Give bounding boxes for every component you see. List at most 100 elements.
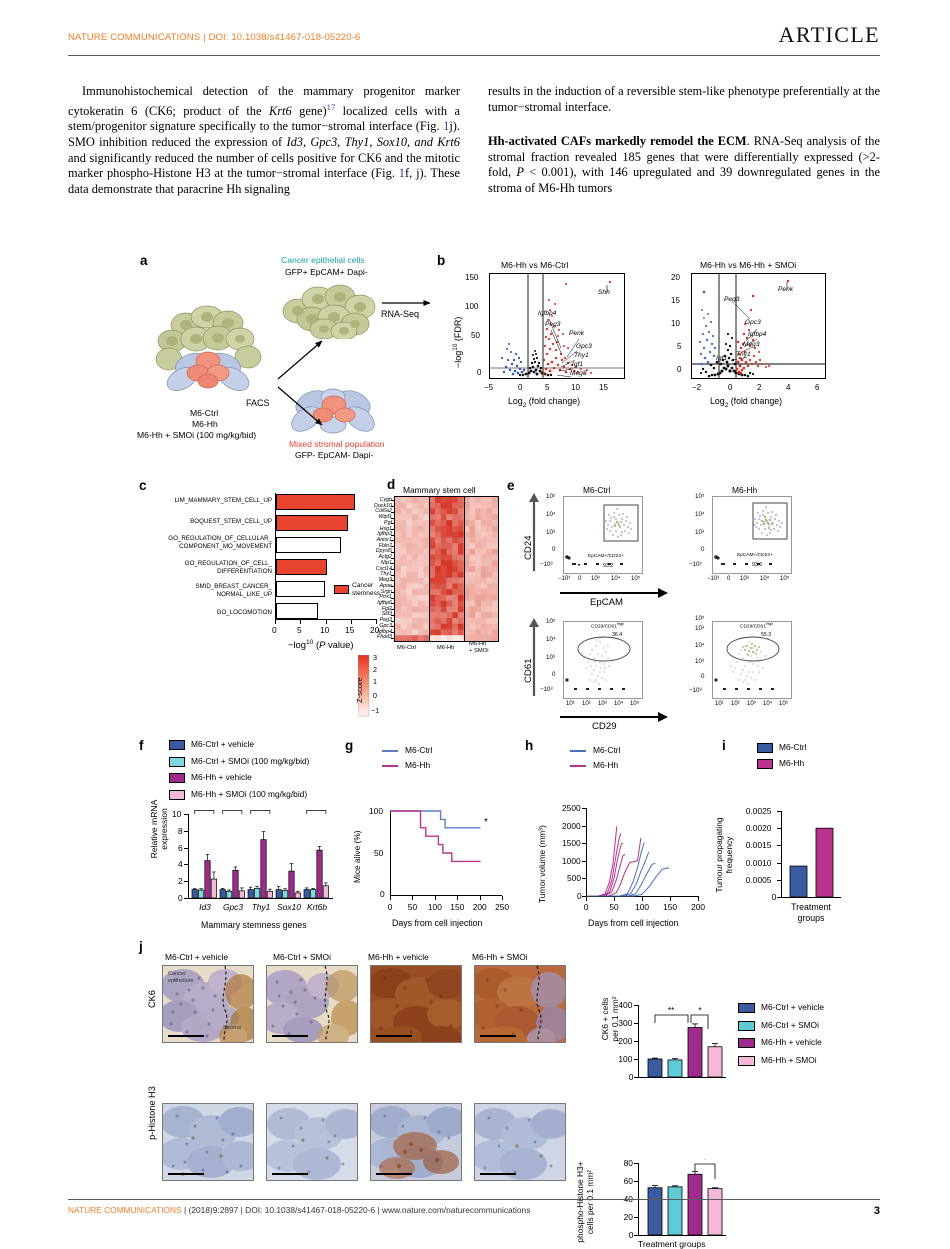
heatmap-tick-2 (391, 511, 394, 513)
panel-j-top-tickmark-300 (634, 1023, 638, 1024)
panel-j-top-ytick-0: 0 (628, 1072, 634, 1082)
e-b-xtick-1e3-a: 10³ (598, 701, 607, 707)
colorbar-tick-2: 2 (373, 665, 377, 674)
heatmap-gene-Fgl2: Fgl2 (381, 605, 392, 612)
micrograph-ph3-4 (475, 1104, 565, 1180)
xlabel-rest: (fold change) (526, 396, 581, 406)
heatmap-tick-13 (391, 574, 394, 576)
heatmap-tick-10 (391, 557, 394, 559)
volcano1-ytick-150: 150 (465, 273, 479, 282)
heatmap-tick-16 (391, 591, 394, 593)
panel-j-top-bars: ** * (647, 1005, 723, 1078)
panel-j-top-tickmark-100 (634, 1059, 638, 1060)
heatmap-gene-Fhod3: Fhod3 (376, 634, 392, 641)
panel-f-legend-swatch-1 (169, 756, 185, 767)
heatmap-gene-Fbln7: Fbln7 (378, 542, 392, 549)
e-b-xtick-1e1-a: 10¹ (566, 701, 575, 707)
panel-c-cat-0: LIM_MAMMARY_STEM_CELL_UP (174, 497, 272, 504)
panel-c-tick-0 (275, 620, 276, 624)
panel-g-xtick-mark-0 (390, 896, 391, 900)
panel-f-xlabel: Mammary stemness genes (201, 920, 307, 930)
panel-g-xtick-mark-100 (434, 896, 436, 900)
panel-g-xtick-150: 150 (450, 902, 465, 912)
svg-text:*: * (231, 809, 234, 812)
panel-i-ytick-0.0020: 0.0020 (745, 823, 772, 834)
panel-j-annotation-epithelium: Cancer epithelium (168, 971, 194, 984)
panel-j-bottom-xlabel: Treatment groups (638, 1239, 706, 1249)
panel-j-bot-tickmark-0 (634, 1235, 638, 1236)
volcano1-points (490, 274, 624, 378)
panel-f-gene-Krt6b: Krt6b (306, 902, 328, 912)
panel-g-ytick-100: 100 (369, 806, 383, 816)
panel-j-rowlabel-ph3: p-Histone H3 (147, 1086, 157, 1140)
volcano2-leader-lines (730, 282, 788, 362)
volcano2-gene-penk: Penk (778, 286, 794, 293)
scalebar-ck6-3 (376, 1035, 412, 1038)
heatmap-tick-8 (391, 546, 394, 547)
volcano1-xtick-0: 0 (518, 383, 523, 392)
volcano2-ytick-5: 5 (677, 342, 682, 351)
heatmap-tick-7 (391, 540, 394, 542)
panel-a-bottom-subtitle: GFP- EpCAM- Dapi- (295, 450, 374, 460)
volcano1-ylabel: −log10 (FDR) (452, 317, 463, 368)
p-value-symbol: P (516, 165, 524, 180)
heatmap-gene-Srgn: Srgn (380, 588, 392, 595)
text-run: < 0.001), with 146 upregulated and 39 do… (488, 165, 881, 195)
page-number: 3 (873, 1205, 880, 1217)
page-header: NATURE COMMUNICATIONS | DOI: 10.1038/s41… (68, 22, 880, 56)
heatmap-tick-20 (391, 614, 394, 616)
colorbar-tick--1: −1 (371, 706, 380, 715)
volcano2-xlabel: Log2 (fold change) (710, 396, 782, 409)
e-ytick-1e4-a: 10⁴ (546, 511, 556, 518)
panel-f-yaxis (188, 814, 190, 898)
gate-text: CD29/CD61 (591, 624, 617, 630)
figure-1: a Cancer epithelial cells GFP+ EpCAM+ Da… (0, 243, 950, 1249)
heatmap-gene-Col6a2: Col6a2 (375, 508, 392, 515)
panel-c-bar-3 (276, 559, 327, 575)
panel-j-top-ytick-300: 300 (618, 1018, 633, 1028)
citation-ref-17[interactable]: 17 (326, 101, 336, 112)
panel-j-annotation-stroma: Stroma (223, 1025, 242, 1031)
panel-g-legend-label-0: M6-Ctrl (405, 745, 433, 755)
footer-citation: NATURE COMMUNICATIONS | (2018)9:2897 | D… (68, 1205, 880, 1215)
panel-j-bot-ytick-60: 60 (623, 1176, 633, 1186)
figure-ref-1f[interactable]: 1 (398, 166, 405, 181)
volcano2-ytick-15: 15 (671, 296, 680, 305)
panel-j-bot-ytick-20: 20 (623, 1212, 633, 1222)
volcano2-ytick-0: 0 (677, 365, 682, 374)
tumor-source-illustration (155, 305, 262, 391)
figure-ref-1j[interactable]: 1 (443, 119, 450, 134)
panel-j-legend-swatch-1 (738, 1020, 755, 1031)
e-ytick-0-a: 0 (552, 546, 556, 553)
volcano2-gene-meg3: Meg3 (743, 341, 760, 348)
paragraph-right-1: results in the induction of a reversible… (488, 84, 880, 115)
flow-plot-ctrl-cd24 (563, 496, 643, 574)
panel-h-tickmark-0 (582, 896, 586, 897)
flow-ctrl-gate-label: EpCAM+/CD24+ (588, 554, 624, 559)
panel-c-cat-1: BOQUEST_STEM_CELL_UP (190, 518, 272, 525)
volcano2-ytick-20: 20 (671, 273, 680, 282)
volcano-plot-1 (489, 273, 625, 379)
e-ytick-1e3-a: 10³ (546, 529, 555, 536)
xlabel-rest: (fold change) (728, 396, 783, 406)
section-subheading: Hh-activated CAFs markedly remodel the E… (488, 134, 747, 149)
e-b-ytick-1e4-a: 10⁴ (546, 636, 556, 643)
heatmap-tick-18 (391, 603, 394, 605)
heatmap-gene-Actg2: Actg2 (378, 554, 392, 561)
micrograph-ck6-hh-smoi (474, 965, 566, 1043)
colorbar-tick-0: 0 (373, 691, 377, 700)
panel-f-ytick-2: 2 (178, 876, 183, 887)
panel-f-ytick-4: 4 (178, 859, 183, 870)
micrograph-ph3-ctrl-vehicle (162, 1103, 254, 1181)
panel-i-ytick-0.0025: 0.0025 (745, 806, 772, 816)
panel-i-legend-swatch-1 (757, 758, 773, 769)
xlabel-sub: 2 (522, 401, 527, 409)
panel-c-xtick-15: 15 (345, 625, 355, 635)
panel-a-top-title: Cancer epithelial cells (281, 255, 365, 265)
panel-h-xlabel: Days from cell injection (588, 918, 679, 928)
panel-c-tick-5 (300, 620, 301, 624)
heatmap-colgroup-2: M6-Hh + SMOi (469, 641, 489, 654)
volcano2-xtick--2: −2 (692, 383, 702, 392)
panel-i-yaxis (781, 811, 783, 897)
panel-f-legend-swatch-2 (169, 773, 185, 783)
